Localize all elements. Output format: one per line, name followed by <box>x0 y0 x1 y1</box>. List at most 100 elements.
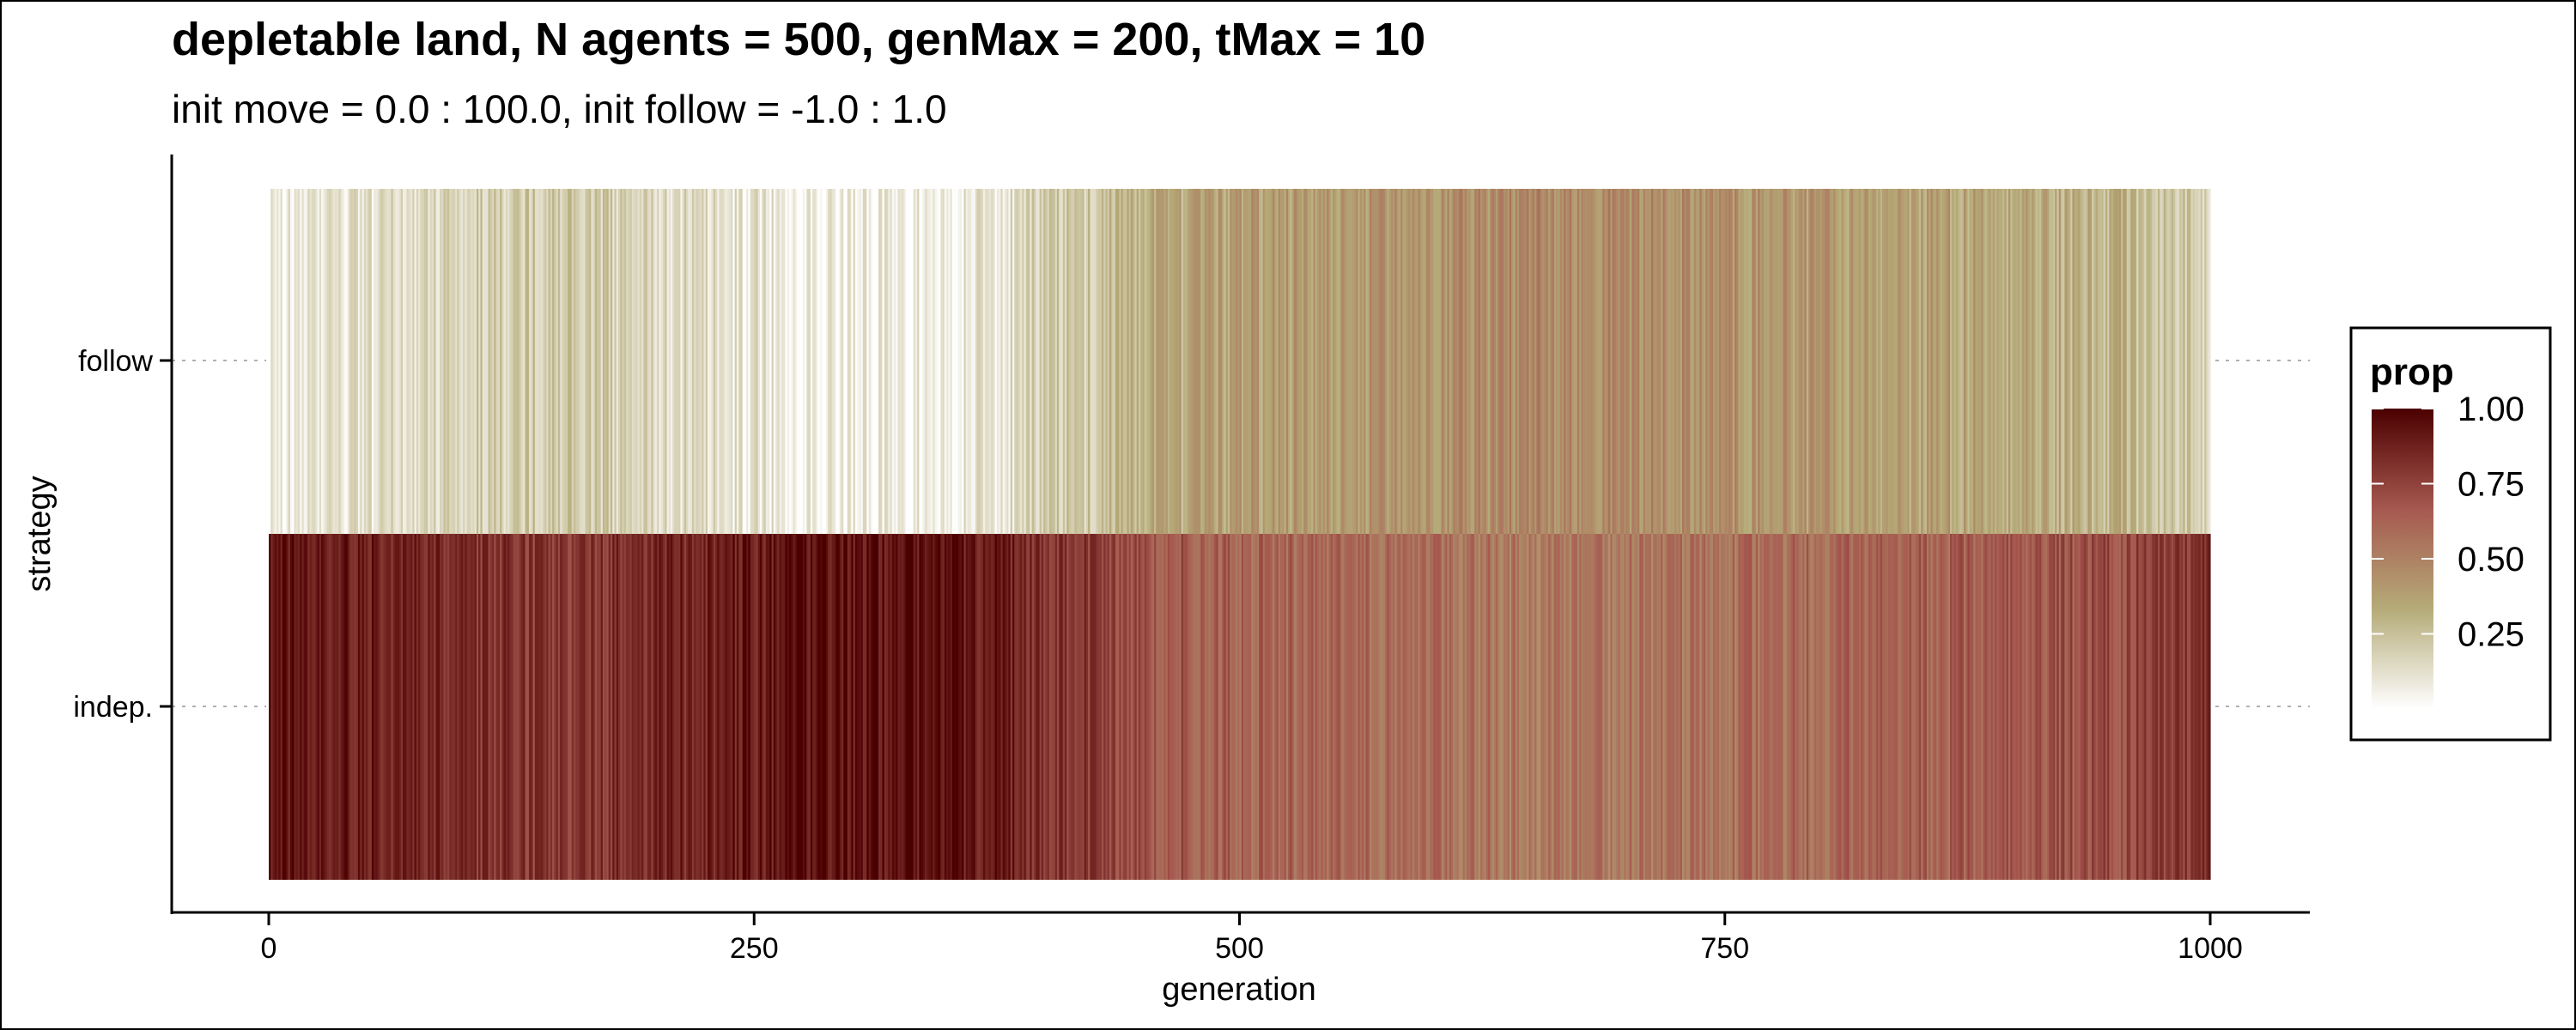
heat-cell-follow <box>1571 189 1574 534</box>
heat-cell-follow <box>810 189 813 534</box>
heat-cell-indep <box>1915 534 1918 880</box>
heat-cell-indep <box>489 534 493 880</box>
heat-cell-follow <box>886 189 889 534</box>
legend-tick-label: 1.00 <box>2458 391 2524 428</box>
heat-cell-indep <box>492 534 495 880</box>
heat-cell-follow <box>2031 189 2034 534</box>
heat-cell-indep <box>717 534 720 880</box>
heat-cell-follow <box>1534 189 1538 534</box>
heat-cell-follow <box>1264 189 1267 534</box>
heat-cell-indep <box>1684 534 1687 880</box>
heat-cell-indep <box>1556 534 1558 880</box>
heat-cell-indep <box>315 534 319 880</box>
heat-cell-follow <box>870 189 873 534</box>
heat-cell-indep <box>386 534 390 880</box>
heat-cell-indep <box>1024 534 1027 880</box>
heat-cell-follow <box>1190 189 1194 534</box>
heat-cell-follow <box>1468 189 1472 534</box>
heat-cell-follow <box>1455 189 1458 534</box>
heat-cell-indep <box>519 534 522 880</box>
heat-cell-follow <box>847 189 850 534</box>
heat-cell-follow <box>1499 189 1503 534</box>
heat-cell-follow <box>494 189 497 534</box>
heat-cell-follow <box>1053 189 1056 534</box>
y-tick-label-indep: indep. <box>73 691 153 724</box>
heat-cell-indep <box>1952 534 1955 880</box>
heat-cell-indep <box>1899 534 1903 880</box>
heat-cell-indep <box>862 534 866 880</box>
heat-cell-indep <box>682 534 685 880</box>
heat-cell-follow <box>1214 189 1217 534</box>
heat-cell-follow <box>754 189 757 534</box>
heat-cell-indep <box>1996 534 2000 880</box>
heat-cell-follow <box>1740 189 1743 534</box>
heat-cell-follow <box>2023 189 2026 534</box>
heat-cell-indep <box>331 534 334 880</box>
heat-cell-indep <box>1918 534 1922 880</box>
heat-cell-indep <box>1792 534 1795 880</box>
heat-cell-indep <box>392 534 396 880</box>
heat-cell-indep <box>1565 534 1569 880</box>
heat-cell-indep <box>1507 534 1510 880</box>
heat-cell-indep <box>269 534 271 880</box>
heat-cell-indep <box>1897 534 1900 880</box>
heat-cell-indep <box>2200 534 2203 880</box>
heat-cell-follow <box>509 189 513 534</box>
heat-cell-indep <box>1468 534 1472 880</box>
heat-cell-indep <box>870 534 873 880</box>
heat-cell-follow <box>532 189 536 534</box>
heat-cell-indep <box>726 534 730 880</box>
legend-ticks: 1.000.750.500.25 <box>2372 391 2524 654</box>
heat-cell-follow <box>2112 189 2116 534</box>
heat-cell-indep <box>1971 534 1974 880</box>
heat-cell-follow <box>1784 189 1788 534</box>
heat-cell-indep <box>1606 534 1609 880</box>
heat-cell-indep <box>1998 534 2002 880</box>
heat-cell-follow <box>1977 189 1980 534</box>
heat-cell-indep <box>1682 534 1685 880</box>
heat-cell-follow <box>1695 189 1698 534</box>
heat-cell-indep <box>2124 534 2128 880</box>
heat-cell-indep <box>820 534 823 880</box>
heat-cell-indep <box>1521 534 1524 880</box>
heat-cell-follow <box>2198 189 2202 534</box>
heat-cell-indep <box>1812 534 1815 880</box>
heat-cell-follow <box>1036 189 1038 534</box>
heat-cell-indep <box>1148 534 1151 880</box>
heat-cell-follow <box>1188 189 1192 534</box>
heat-cell-follow <box>610 189 613 534</box>
heat-cell-indep <box>2093 534 2097 880</box>
heat-cell-indep <box>762 534 765 880</box>
heat-cell-indep <box>2086 534 2089 880</box>
heat-cell-indep <box>2084 534 2087 880</box>
heat-cell-indep <box>1193 534 1196 880</box>
heat-cell-follow <box>2183 189 2186 534</box>
heat-cell-follow <box>2144 189 2147 534</box>
heat-cell-indep <box>626 534 629 880</box>
heat-cell-follow <box>276 189 279 534</box>
heat-cell-follow <box>666 189 670 534</box>
heat-cell-indep <box>540 534 544 880</box>
heat-cell-indep <box>307 534 311 880</box>
heat-cell-indep <box>1587 534 1590 880</box>
heat-cell-indep <box>1037 534 1041 880</box>
heat-cell-follow <box>1218 189 1221 534</box>
heat-cell-follow <box>2035 189 2038 534</box>
heat-cell-follow <box>1818 189 1821 534</box>
heat-cell-follow <box>1111 189 1115 534</box>
heat-cell-follow <box>1210 189 1213 534</box>
heat-cell-follow <box>1328 189 1332 534</box>
heat-cell-indep <box>404 534 408 880</box>
heat-cell-follow <box>1212 189 1215 534</box>
heat-cell-indep <box>1934 534 1937 880</box>
heat-cell-indep <box>876 534 879 880</box>
heat-cell-indep <box>617 534 621 880</box>
heat-cell-indep <box>565 534 568 880</box>
heat-cell-indep <box>274 534 277 880</box>
heat-cell-follow <box>1121 189 1124 534</box>
legend-tick-label: 0.75 <box>2458 466 2524 504</box>
heat-cell-follow <box>1140 189 1144 534</box>
heat-cell-follow <box>1814 189 1817 534</box>
heat-cell-follow <box>534 189 538 534</box>
heat-cell-indep <box>1881 534 1885 880</box>
